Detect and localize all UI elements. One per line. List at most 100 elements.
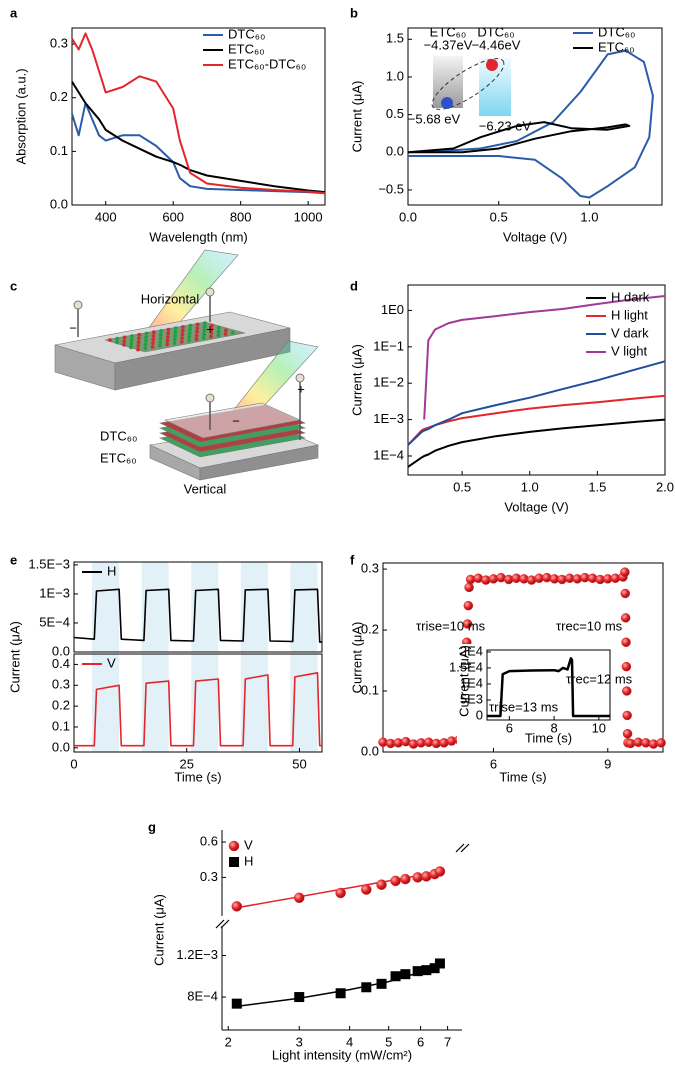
legend-label: H [244, 853, 253, 868]
y-tick-label: −0.5 [378, 181, 404, 196]
legend-label: ETC₆₀ [228, 41, 265, 56]
data-marker [400, 969, 411, 980]
y-tick-label: 0.4 [52, 656, 70, 671]
data-marker [434, 958, 445, 969]
y-tick-label: 1.0 [386, 68, 404, 83]
probe-tip [205, 287, 215, 297]
molecule [202, 328, 207, 333]
molecule [129, 337, 134, 342]
plot-frame [407, 284, 666, 476]
y-axis-label: Current (μA) [7, 621, 22, 693]
molecule [173, 333, 178, 338]
y-tick-label: 0.3 [52, 677, 70, 692]
series-line [71, 81, 326, 194]
molecule [187, 334, 192, 339]
material-label: ETC₆₀ [430, 24, 467, 39]
x-tick-label: 6 [490, 756, 497, 771]
x-tick-label: 400 [95, 209, 117, 224]
series-line [487, 657, 610, 718]
data-marker [429, 963, 440, 974]
y-tick-label: 5E3 [460, 691, 483, 706]
molecule [136, 340, 141, 345]
molecule [136, 347, 140, 352]
molecule [180, 332, 185, 337]
legend-label: DTC₆₀ [228, 26, 265, 41]
panel-letter: c [10, 278, 17, 293]
data-marker [400, 873, 411, 885]
substrate-side [199, 444, 319, 481]
legend-label: V [244, 837, 253, 852]
data-marker [376, 879, 387, 890]
legend-label: ETC₆₀-DTC₆₀ [228, 56, 306, 71]
molecule [115, 340, 119, 345]
molecule [166, 327, 171, 332]
electrode-sign: + [206, 321, 214, 336]
y-tick-label: 0.0 [52, 643, 70, 658]
axis-break [455, 843, 465, 853]
molecule [187, 338, 192, 343]
molecule [137, 336, 141, 341]
plot-frame [486, 649, 611, 721]
x-tick-label: 0.5 [453, 479, 471, 494]
series-line [71, 102, 326, 195]
series-line [407, 394, 666, 446]
molecule [173, 330, 178, 334]
molecule [201, 336, 206, 340]
axis-break [215, 919, 225, 929]
y-tick-label: 0.0 [361, 743, 379, 758]
material-label: DTC₆₀ [477, 24, 514, 39]
y-tick-label: 1E−4 [373, 447, 404, 462]
y-tick-label: 0.1 [50, 143, 68, 158]
legend-label: V [107, 655, 116, 670]
legend-label: DTC₆₀ [598, 24, 635, 39]
energy-label: −4.37eV [424, 37, 473, 52]
x-tick-label: 2.0 [656, 479, 674, 494]
molecule [129, 341, 134, 346]
molecule [187, 331, 192, 335]
legend-label: H light [611, 307, 648, 322]
y-tick-label: 0.0 [52, 739, 70, 754]
molecule [108, 338, 112, 342]
molecule [179, 339, 184, 344]
y-axis-label: Current (μA) [349, 81, 364, 153]
x-tick-label: 1000 [294, 209, 323, 224]
panel-letter: b [350, 5, 358, 20]
molecule [166, 331, 171, 336]
x-tick-label: 800 [230, 209, 252, 224]
y-tick-label: 0.1 [52, 718, 70, 733]
x-tick-label: 10 [592, 720, 606, 735]
probe-tip [295, 373, 305, 383]
y-tick-label: 1E−3 [373, 411, 404, 426]
x-tick-label: 600 [162, 209, 184, 224]
layer-label: ETC₆₀ [100, 450, 137, 465]
x-tick-label: 50 [292, 756, 306, 771]
data-marker [463, 600, 474, 611]
plot-frame [73, 653, 323, 753]
panel-letter: g [148, 819, 156, 834]
panel-letter: d [350, 278, 358, 293]
y-tick-label: 1.5E4 [449, 659, 483, 674]
molecule [143, 346, 148, 351]
axis-break [460, 843, 470, 853]
molecule [203, 321, 207, 325]
data-marker [622, 728, 633, 739]
data-marker [620, 567, 630, 577]
x-axis-label: Voltage (V) [504, 499, 568, 514]
x-tick-label: 1.0 [580, 209, 598, 224]
electron-icon [486, 59, 498, 71]
legend-label: H dark [611, 289, 650, 304]
molecule [144, 335, 149, 340]
molecule [180, 336, 185, 340]
molecule [136, 344, 141, 348]
data-marker [656, 738, 666, 748]
inset-annotation: τrec=12 ms [566, 671, 633, 686]
legend-label: ETC₆₀ [598, 39, 635, 54]
device-label: Horizontal [141, 291, 200, 306]
molecule [158, 336, 163, 341]
y-axis-label: Current (μA) [349, 344, 364, 416]
data-marker [620, 613, 631, 623]
x-tick-label: 25 [179, 756, 193, 771]
light-on-span [290, 654, 318, 752]
y-tick-label: 1E−2 [373, 375, 404, 390]
